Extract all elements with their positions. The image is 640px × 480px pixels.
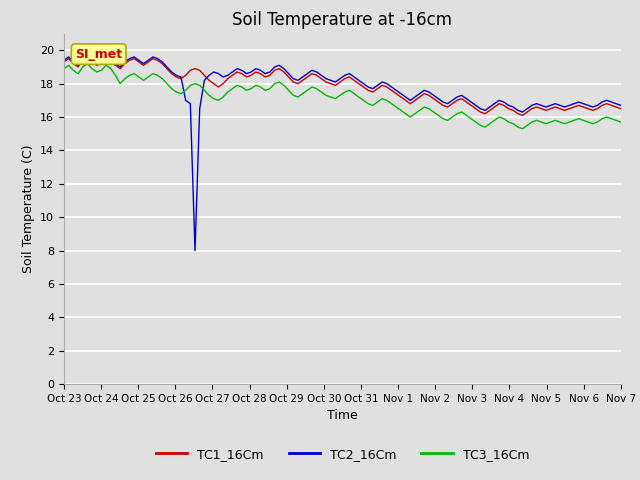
TC3_16Cm: [505, 119, 513, 125]
TC2_16Cm: [191, 248, 199, 253]
X-axis label: Time: Time: [327, 409, 358, 422]
TC3_16Cm: [617, 119, 625, 125]
TC2_16Cm: [220, 74, 227, 80]
TC3_16Cm: [518, 126, 526, 132]
TC1_16Cm: [518, 112, 526, 118]
TC1_16Cm: [505, 106, 513, 111]
TC3_16Cm: [214, 97, 222, 103]
TC2_16Cm: [607, 99, 615, 105]
Title: Soil Temperature at -16cm: Soil Temperature at -16cm: [232, 11, 452, 29]
Line: TC1_16Cm: TC1_16Cm: [64, 57, 621, 115]
TC1_16Cm: [214, 84, 222, 90]
TC2_16Cm: [182, 97, 189, 103]
Text: SI_met: SI_met: [75, 48, 122, 60]
Line: TC2_16Cm: TC2_16Cm: [64, 55, 621, 251]
TC3_16Cm: [449, 114, 456, 120]
TC2_16Cm: [509, 104, 517, 110]
Line: TC3_16Cm: TC3_16Cm: [64, 64, 621, 129]
TC1_16Cm: [607, 102, 615, 108]
TC3_16Cm: [60, 66, 68, 72]
TC2_16Cm: [378, 79, 386, 85]
TC1_16Cm: [182, 72, 189, 78]
TC1_16Cm: [617, 106, 625, 111]
TC3_16Cm: [374, 99, 381, 105]
TC1_16Cm: [374, 86, 381, 92]
TC2_16Cm: [617, 102, 625, 108]
TC2_16Cm: [453, 94, 461, 100]
TC2_16Cm: [84, 52, 92, 58]
TC1_16Cm: [84, 54, 92, 60]
TC1_16Cm: [449, 101, 456, 107]
TC3_16Cm: [607, 116, 615, 121]
TC3_16Cm: [182, 87, 189, 93]
Legend: TC1_16Cm, TC2_16Cm, TC3_16Cm: TC1_16Cm, TC2_16Cm, TC3_16Cm: [151, 443, 534, 466]
Y-axis label: Soil Temperature (C): Soil Temperature (C): [22, 144, 35, 273]
TC2_16Cm: [60, 58, 68, 63]
TC3_16Cm: [84, 61, 92, 67]
TC1_16Cm: [60, 59, 68, 65]
